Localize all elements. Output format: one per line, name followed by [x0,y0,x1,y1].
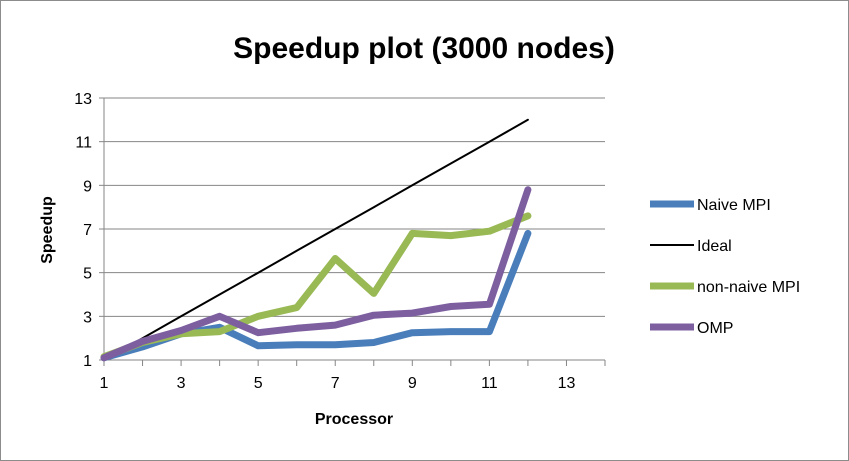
y-tick-label-5: 5 [83,266,92,283]
series-line-ideal [103,118,529,361]
y-tick-label-1: 1 [83,353,92,370]
y-axis-label: Speedup [39,196,56,264]
series-lines [100,118,532,362]
y-tick-label-3: 3 [83,309,92,326]
x-tick-label-5: 5 [254,375,263,392]
x-tick-label-7: 7 [331,375,340,392]
legend-label-naive-mpi: Naive MPI [697,197,771,214]
x-tick-label-9: 9 [408,375,417,392]
y-tick-label-7: 7 [83,222,92,239]
x-axis-label: Processor [315,411,393,428]
legend: Naive MPI Ideal non-naive MPI OMP [650,197,800,337]
x-tick-label-1: 1 [100,375,109,392]
y-tick-label-11: 11 [75,135,92,152]
legend-label-omp: OMP [697,320,733,337]
legend-label-non-naive-mpi: non-naive MPI [697,279,800,296]
x-tick-label-13: 13 [558,375,576,392]
y-tick-label-13: 13 [74,91,92,108]
legend-label-ideal: Ideal [697,238,732,255]
x-axis-ticks: 1 3 5 7 9 11 13 [100,360,606,392]
gridlines [104,97,605,317]
y-tick-label-9: 9 [83,178,92,195]
series-line-omp [100,186,532,362]
chart-title: Speedup plot (3000 nodes) [233,32,615,65]
x-tick-label-11: 11 [481,375,498,392]
x-tick-label-3: 3 [177,375,186,392]
